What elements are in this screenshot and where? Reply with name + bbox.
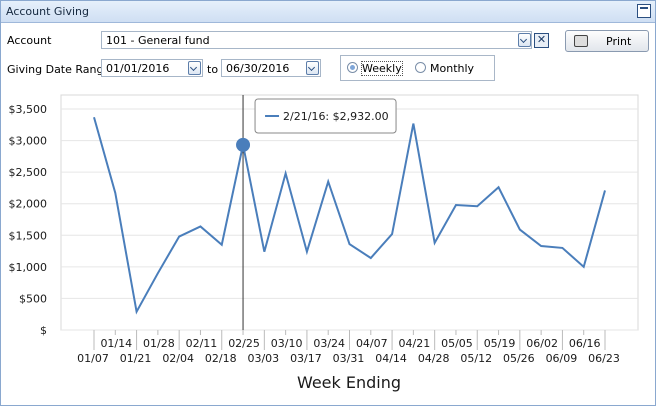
radio-label[interactable]: Weekly	[361, 61, 403, 76]
x-tick-label: 02/11	[186, 337, 218, 350]
start-date-value: 01/01/2016	[106, 62, 170, 75]
x-tick-label: 01/14	[100, 337, 132, 350]
clear-button[interactable]: ✕	[534, 33, 549, 48]
to-label: to	[207, 63, 219, 76]
x-tick-label: 03/31	[333, 352, 365, 365]
radio-label[interactable]: Monthly	[430, 62, 475, 75]
y-tick-label: $	[40, 324, 47, 337]
x-tick-label: 01/28	[143, 337, 175, 350]
chart: $ $500 $1,000 $1,500 $2,000 $2,500 $3,000 $3,50…	[9, 94, 639, 392]
account-value: 101 - General fund	[106, 34, 210, 47]
y-tick-label: $3,500	[9, 103, 48, 116]
x-tick-label: 06/23	[588, 352, 620, 365]
title-bar: Account Giving	[1, 1, 655, 23]
y-tick-label: $3,000	[9, 135, 48, 148]
window-title: Account Giving	[6, 5, 90, 18]
x-tick-label: 05/26	[503, 352, 535, 365]
x-tick-label: 03/17	[290, 352, 322, 365]
x-tick-label: 03/03	[247, 352, 279, 365]
maximize-button[interactable]	[637, 4, 651, 18]
account-dropdown[interactable]: 101 - General fund	[101, 31, 532, 49]
start-date[interactable]: 01/01/2016	[101, 59, 203, 77]
plot-area	[60, 94, 639, 331]
x-tick-label: 02/25	[228, 337, 260, 350]
start-date-button[interactable]	[188, 61, 201, 75]
x-tick-label: 06/16	[569, 337, 601, 350]
y-tick-label: $2,500	[9, 166, 48, 179]
x-tick-label: 03/24	[313, 337, 345, 350]
x-tick-label: 02/18	[205, 352, 237, 365]
x-tick-label: 05/05	[441, 337, 473, 350]
print-button[interactable]: Print	[565, 30, 649, 52]
account-label: Account	[7, 34, 52, 47]
x-tick-label: 02/04	[162, 352, 194, 365]
x-tick-label: 05/19	[484, 337, 516, 350]
radio-button[interactable]	[415, 62, 426, 73]
y-tick-label: $2,000	[9, 198, 48, 211]
dropdown-button[interactable]	[518, 33, 531, 47]
line-series	[93, 116, 606, 315]
end-date-value: 06/30/2016	[226, 62, 290, 75]
end-date-button[interactable]	[306, 61, 319, 75]
end-date[interactable]: 06/30/2016	[221, 59, 321, 77]
x-tick-label: 05/12	[460, 352, 492, 365]
x-tick-label: 06/09	[546, 352, 578, 365]
x-tick-label: 06/02	[526, 337, 558, 350]
y-tick-label: $1,500	[9, 229, 48, 242]
period-radio-group: Weekly Monthly	[340, 55, 495, 81]
x-tick-label: 04/14	[375, 352, 407, 365]
tooltip-label: 2/21/16: $2,932.00	[283, 110, 389, 123]
date-range-label: Giving Date Range	[7, 63, 111, 76]
x-tick-label: 04/28	[418, 352, 450, 365]
y-tick-label: $1,000	[9, 261, 48, 274]
x-axis-title: Week Ending	[297, 373, 401, 392]
print-label: Print	[606, 35, 632, 48]
x-tick-label: 04/07	[356, 337, 388, 350]
tooltip	[254, 98, 397, 134]
x-tick-label: 01/21	[120, 352, 152, 365]
x-tick-label: 01/07	[77, 352, 109, 365]
radio-button[interactable]	[347, 62, 358, 73]
y-tick-label: $500	[19, 292, 47, 305]
x-tick-label: 04/21	[399, 337, 431, 350]
x-tick-label: 03/10	[271, 337, 303, 350]
hover-point	[236, 137, 251, 152]
